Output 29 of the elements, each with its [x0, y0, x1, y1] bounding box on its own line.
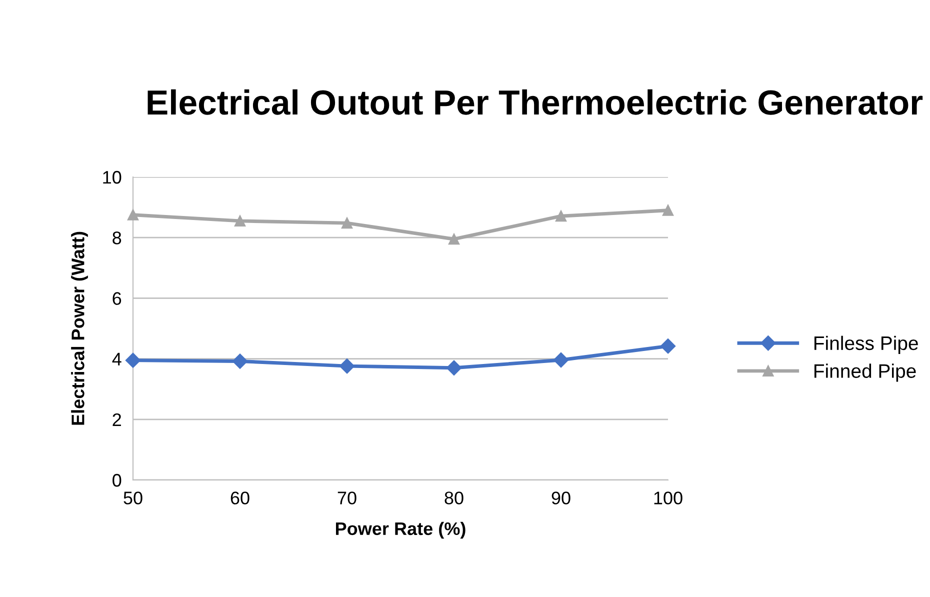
point — [446, 360, 462, 376]
point — [125, 352, 141, 368]
x-tick-label: 50 — [124, 492, 142, 504]
point — [660, 338, 676, 354]
y-tick-label: 4 — [112, 352, 122, 366]
y-tick-label: 8 — [112, 232, 122, 244]
x-tick-label: 60 — [230, 492, 250, 504]
x-tick-label: 100 — [654, 492, 682, 504]
y-tick-label: 2 — [112, 413, 121, 426]
point — [341, 218, 353, 229]
x-tick-label: 70 — [338, 492, 356, 504]
y-tick-label: 10 — [103, 170, 122, 184]
chart-title: Electrical Outout Per Thermoelectric Generator — [148, 89, 923, 115]
point — [232, 354, 248, 369]
point — [553, 352, 569, 368]
x-tick-label: 90 — [552, 492, 570, 504]
point — [127, 209, 139, 220]
x-axis-title: Power Rate (%) — [336, 522, 466, 539]
point — [555, 210, 567, 222]
point — [234, 215, 246, 226]
y-axis-title: Electrical Power (Watt) — [71, 232, 88, 425]
legend-label: Finless Pipe — [814, 336, 918, 354]
point — [448, 234, 460, 245]
point — [339, 358, 355, 374]
x-tick-label: 80 — [444, 492, 464, 504]
point — [662, 204, 674, 216]
y-tick-label: 0 — [112, 474, 122, 487]
y-tick-label: 6 — [112, 292, 122, 305]
legend-label: Finned Pipe — [814, 364, 916, 382]
